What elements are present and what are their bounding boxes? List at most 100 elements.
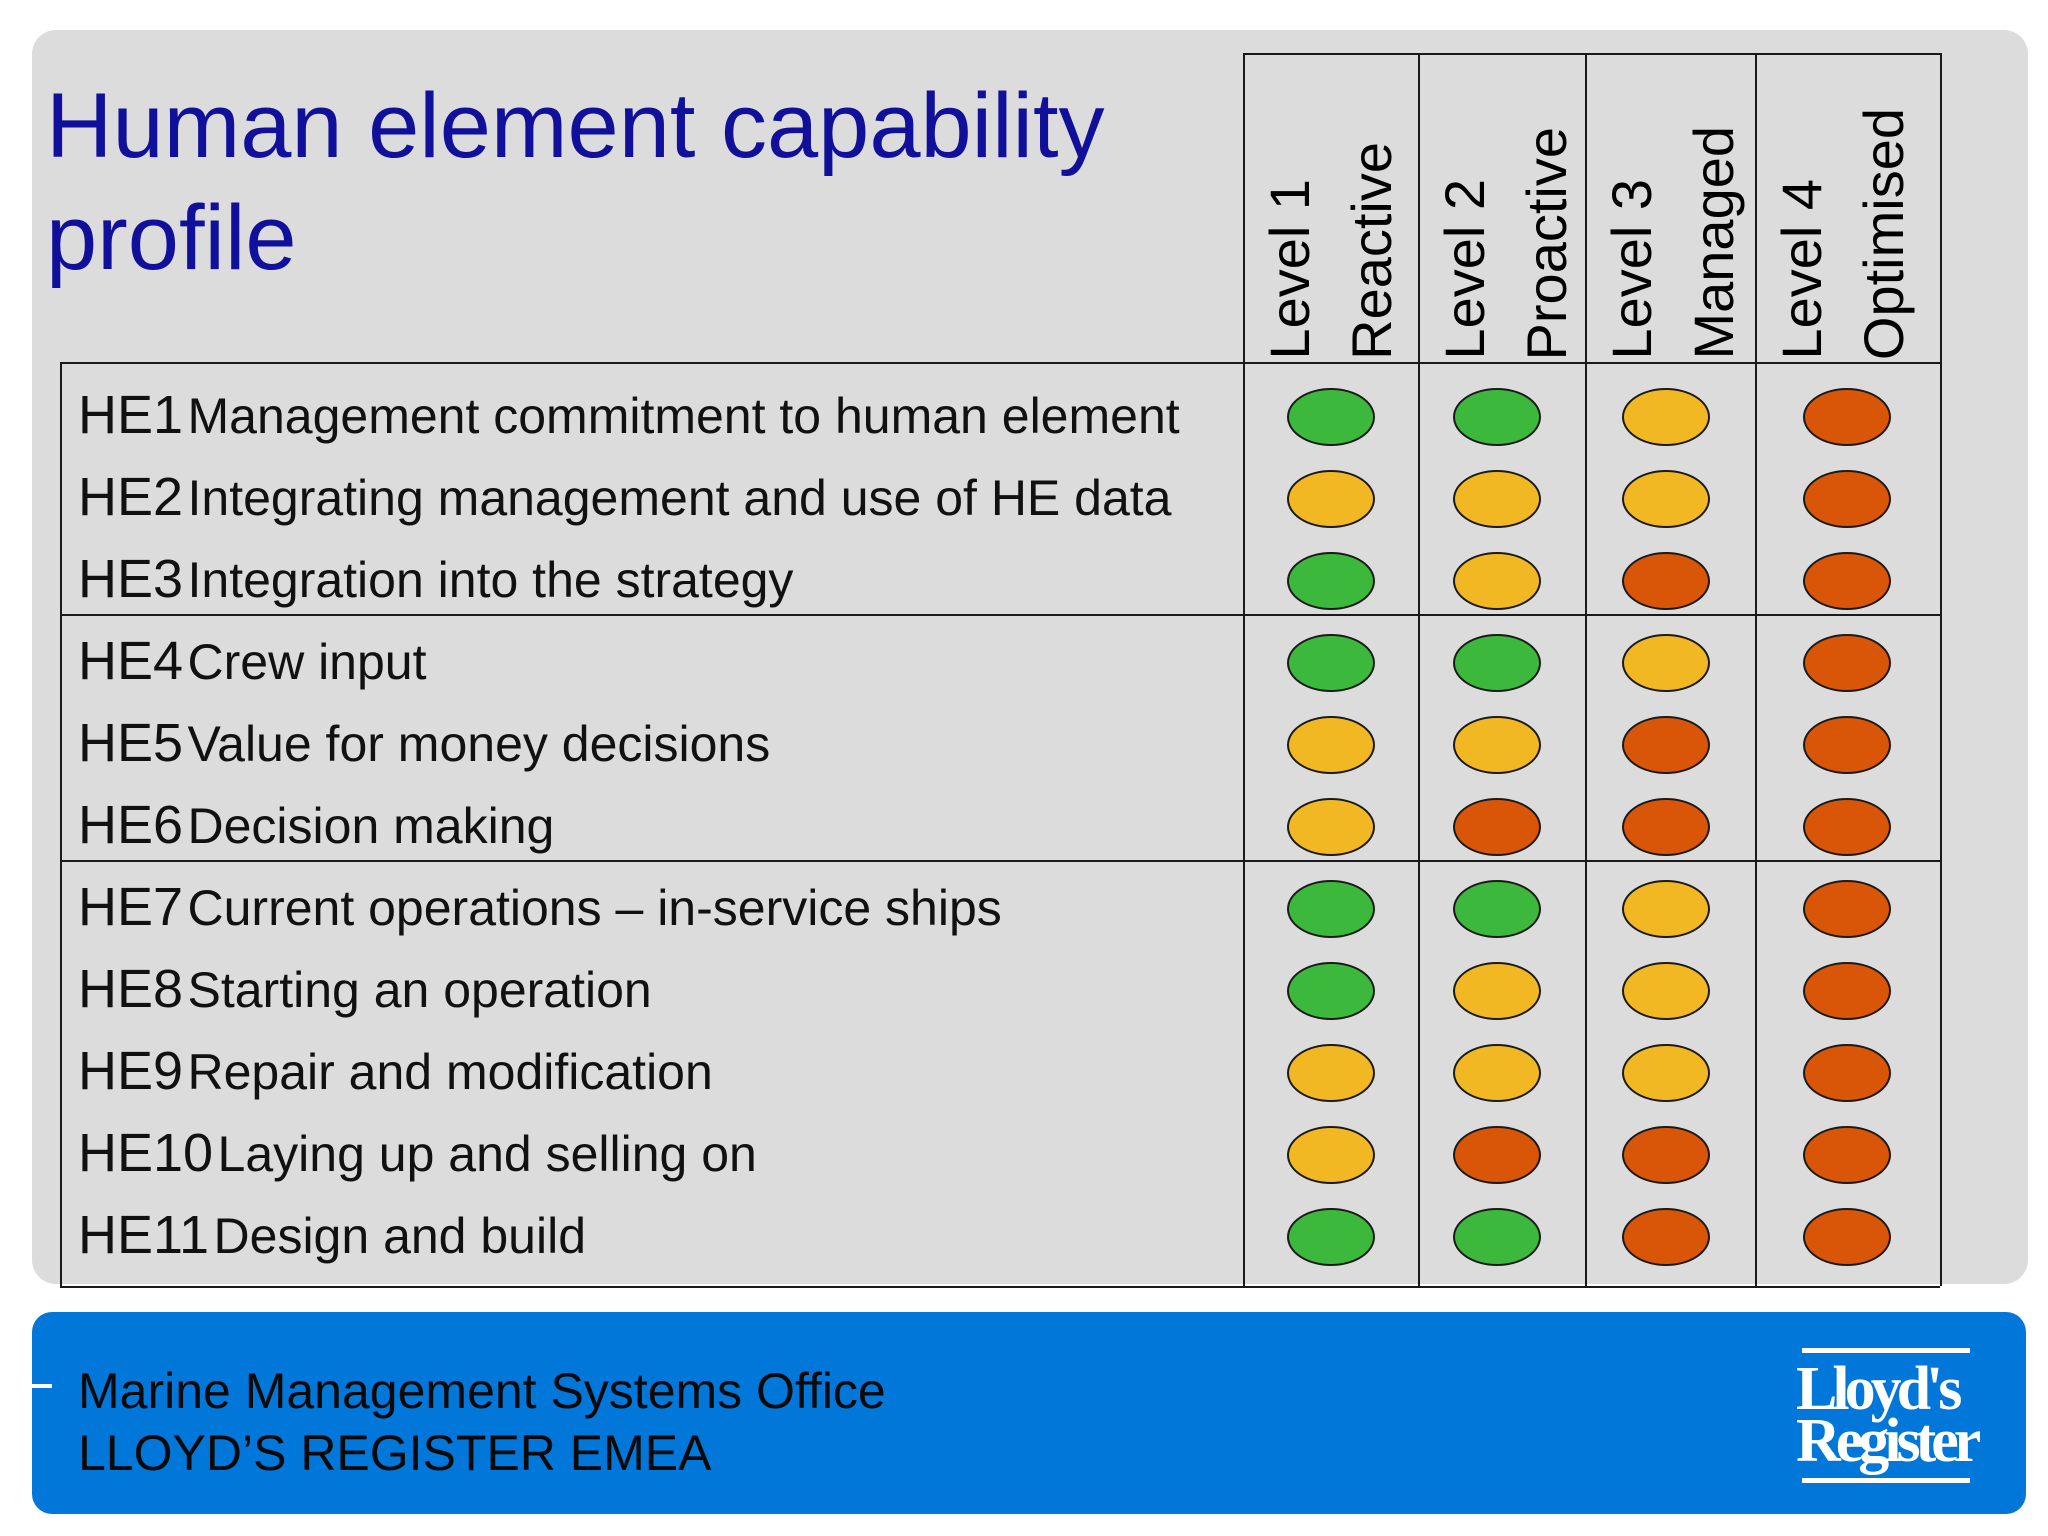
row-description: Repair and modification [187,1044,713,1100]
rating-dot-orange [1803,634,1891,692]
rating-dot-orange [1622,552,1710,610]
logo-bottom-bar [1802,1478,1970,1483]
rating-dot-orange [1622,716,1710,774]
row-description: Design and build [213,1208,587,1264]
rating-dot-green [1453,634,1541,692]
column-divider-2 [1585,53,1587,1286]
level-number-label: Level 4 [1770,179,1833,360]
row-label-he10: HE10 Laying up and selling on [78,1112,757,1194]
level-number-label: Level 2 [1433,179,1496,360]
row-description: Laying up and selling on [217,1126,757,1182]
rating-dot-orange [1803,470,1891,528]
rating-dot-amber [1453,962,1541,1020]
row-label-he7: HE7 Current operations – in-service ship… [78,866,1002,948]
column-divider-4 [1940,53,1942,1286]
row-code: HE9 [78,1041,184,1101]
row-code: HE11 [78,1205,210,1265]
header-bottom-line [60,362,1940,364]
row-label-he8: HE8 Starting an operation [78,948,652,1030]
row-description: Crew input [187,634,427,690]
rating-dot-amber [1622,880,1710,938]
rating-dot-amber [1287,798,1375,856]
rating-dot-amber [1622,634,1710,692]
level-header-3: Level 3 Managed [1591,60,1749,360]
label-left-border [60,362,62,1286]
rating-dot-green [1453,388,1541,446]
rating-dot-green [1287,634,1375,692]
logo-top-bar [1802,1348,1970,1353]
rating-dot-amber [1287,1126,1375,1184]
rating-dot-orange [1803,798,1891,856]
logo-word-lloyds: Lloyd's [1796,1355,1962,1423]
rating-dot-amber [1287,716,1375,774]
rating-dot-green [1287,962,1375,1020]
row-code: HE2 [78,467,184,527]
rating-dot-orange [1803,962,1891,1020]
row-description: Integrating management and use of HE dat… [187,470,1172,526]
rating-dot-green [1287,880,1375,938]
row-label-he11: HE11 Design and build [78,1194,586,1276]
rating-dot-orange [1453,1126,1541,1184]
rating-dot-amber [1453,470,1541,528]
column-divider-1 [1418,53,1420,1286]
row-code: HE7 [78,877,184,937]
rating-dot-green [1453,880,1541,938]
column-divider-0 [1243,53,1245,1286]
row-code: HE1 [78,385,184,445]
footer-organisation-name: LLOYD’S REGISTER EMEA [78,1425,712,1481]
row-description: Value for money decisions [187,716,771,772]
rating-dot-orange [1453,798,1541,856]
row-code: HE6 [78,795,184,855]
footer-bar: Marine Management Systems Office LLOYD’S… [32,1312,2026,1514]
group-divider-1 [60,614,1940,616]
row-description: Current operations – in-service ships [187,880,1002,936]
row-label-he3: HE3 Integration into the strategy [78,538,793,620]
rating-dot-orange [1622,1126,1710,1184]
rating-dot-orange [1803,1126,1891,1184]
rating-dot-orange [1803,1208,1891,1266]
row-description: Starting an operation [187,962,652,1018]
row-code: HE8 [78,959,184,1019]
group-divider-2 [60,860,1940,862]
rating-dot-amber [1453,552,1541,610]
rating-dot-amber [1453,716,1541,774]
lloyds-register-logo: Lloyd's Register [1772,1348,1992,1484]
level-name-label: Reactive [1340,142,1403,360]
rating-dot-green [1287,388,1375,446]
rating-dot-amber [1622,470,1710,528]
rating-dot-amber [1622,388,1710,446]
rating-dot-orange [1803,1044,1891,1102]
rating-dot-orange [1622,798,1710,856]
level-header-4: Level 4 Optimised [1761,60,1934,360]
row-description: Integration into the strategy [187,552,794,608]
rating-dot-orange [1622,1208,1710,1266]
level-name-label: Managed [1682,126,1745,360]
row-label-he9: HE9 Repair and modification [78,1030,713,1112]
level-header-1: Level 1 Reactive [1249,60,1412,360]
level-name-label: Optimised [1852,107,1915,360]
row-description: Decision making [187,798,555,854]
header-top-line [1243,53,1940,55]
page-title: Human element capability profile [46,75,1105,289]
logo-word-register: Register [1796,1407,1981,1475]
row-code: HE3 [78,549,184,609]
footer-tick-mark [32,1384,52,1388]
rating-dot-amber [1453,1044,1541,1102]
row-label-he4: HE4 Crew input [78,620,427,702]
row-label-he6: HE6 Decision making [78,784,554,866]
row-label-he2: HE2 Integrating management and use of HE… [78,456,1171,538]
footer-office-name: Marine Management Systems Office [78,1363,886,1419]
level-number-label: Level 3 [1600,179,1663,360]
row-code: HE5 [78,713,184,773]
rating-dot-orange [1803,552,1891,610]
rating-dot-green [1453,1208,1541,1266]
rating-dot-amber [1622,1044,1710,1102]
level-name-label: Proactive [1515,126,1578,360]
rating-dot-amber [1622,962,1710,1020]
row-code: HE4 [78,631,184,691]
rating-dot-orange [1803,388,1891,446]
row-code: HE10 [78,1123,214,1183]
table-bottom-line [60,1286,1940,1288]
row-description: Management commitment to human element [187,388,1180,444]
rating-dot-orange [1803,716,1891,774]
